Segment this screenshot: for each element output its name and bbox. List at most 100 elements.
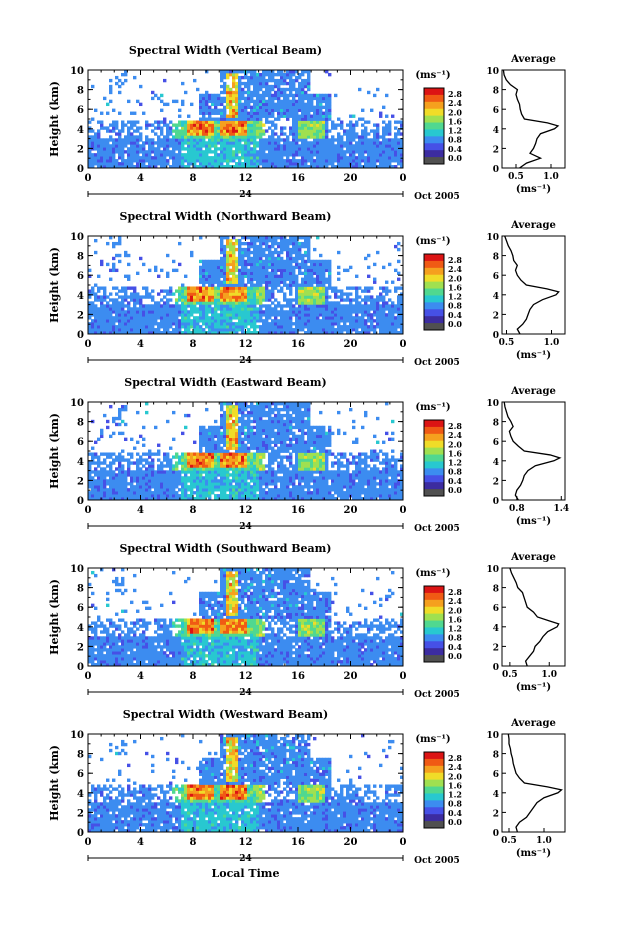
heatmap-cell xyxy=(229,135,233,139)
heatmap-cell xyxy=(313,144,317,148)
heatmap-cell xyxy=(145,120,149,124)
heatmap-cell xyxy=(199,162,203,166)
heatmap-cell xyxy=(337,153,341,157)
heatmap-cell xyxy=(370,147,374,151)
heatmap-cell xyxy=(322,328,326,332)
heatmap-cell xyxy=(205,259,209,264)
heatmap-cell xyxy=(280,259,284,264)
heatmap-cell xyxy=(172,292,176,296)
heatmap-cell xyxy=(109,84,113,89)
heatmap-cell xyxy=(358,87,362,92)
heatmap-cell xyxy=(160,313,164,317)
heatmap-cell xyxy=(382,298,386,302)
heatmap-cell xyxy=(313,295,317,299)
heatmap-cell xyxy=(94,319,98,323)
heatmap-cell xyxy=(106,488,110,492)
heatmap-cell xyxy=(283,271,287,276)
heatmap-cell xyxy=(256,277,260,281)
x-tick-label: 20 xyxy=(344,173,358,184)
heatmap-cell xyxy=(280,147,284,151)
heatmap-cell xyxy=(355,298,359,302)
colorbar-swatch xyxy=(424,129,444,137)
heatmap-cell xyxy=(373,129,377,133)
heatmap-cell xyxy=(118,497,122,501)
heatmap-cell xyxy=(289,307,293,311)
heatmap-cell xyxy=(166,458,170,462)
heatmap-cell xyxy=(295,310,299,314)
heatmap-cell xyxy=(280,265,284,270)
heatmap-cell xyxy=(340,310,344,314)
heatmap-cell xyxy=(250,244,254,249)
heatmap-cell xyxy=(298,153,302,157)
heatmap-cell xyxy=(184,455,188,459)
heatmap-cell xyxy=(127,467,131,471)
heatmap-cell xyxy=(307,129,311,133)
heatmap-cell xyxy=(121,298,125,302)
heatmap-cell xyxy=(142,304,146,308)
heatmap-cell xyxy=(304,129,308,133)
heatmap-cell xyxy=(289,238,293,243)
heatmap-cell xyxy=(292,236,296,240)
heatmap-cell xyxy=(307,105,311,110)
heatmap-cell xyxy=(121,126,125,130)
heatmap-cell xyxy=(157,485,161,489)
heatmap-cell xyxy=(265,156,269,160)
heatmap-cell xyxy=(307,126,311,130)
heatmap-cell xyxy=(100,141,104,145)
heatmap-cell xyxy=(115,491,119,495)
heatmap-cell xyxy=(214,322,218,326)
heatmap-cell xyxy=(127,274,131,278)
heatmap-cell xyxy=(211,292,215,296)
heatmap-cell xyxy=(184,470,188,474)
heatmap-cell xyxy=(319,319,323,323)
heatmap-cell xyxy=(118,482,122,486)
heatmap-cell xyxy=(199,111,203,115)
heatmap-cell xyxy=(157,325,161,329)
colorbar-unit: (ms⁻¹) xyxy=(415,236,450,247)
heatmap-cell xyxy=(199,313,203,317)
heatmap-cell xyxy=(277,90,281,95)
heatmap-cell xyxy=(319,141,323,145)
heatmap-cell xyxy=(244,99,248,104)
heatmap-cell xyxy=(136,470,140,474)
heatmap-cell xyxy=(292,108,296,112)
heatmap-cell xyxy=(112,488,116,492)
heatmap-cell xyxy=(274,331,278,335)
heatmap-cell xyxy=(112,138,116,142)
heatmap-cell xyxy=(262,162,266,166)
heatmap-cell xyxy=(214,153,218,157)
heatmap-cell xyxy=(100,473,104,477)
heatmap-cell xyxy=(127,150,131,154)
heatmap-cell xyxy=(274,102,278,107)
heatmap-cell xyxy=(334,150,338,154)
heatmap-cell xyxy=(226,159,230,163)
heatmap-cell xyxy=(196,467,200,471)
heatmap-cell xyxy=(322,274,326,278)
heatmap-cell xyxy=(211,165,215,169)
heatmap-cell xyxy=(166,322,170,326)
heatmap-cell xyxy=(163,301,167,305)
heatmap-cell xyxy=(112,123,116,127)
heatmap-cell xyxy=(94,479,98,483)
heatmap-cell xyxy=(217,108,221,112)
heatmap-cell xyxy=(88,274,92,278)
heatmap-cell xyxy=(262,129,266,133)
heatmap-cell xyxy=(178,120,182,124)
heatmap-cell xyxy=(316,138,320,142)
heatmap-cell xyxy=(103,316,107,320)
heatmap-cell xyxy=(181,494,185,498)
heatmap-cell xyxy=(133,120,137,124)
heatmap-cell xyxy=(307,265,311,270)
heatmap-cell xyxy=(292,138,296,142)
heatmap-cell xyxy=(208,138,212,142)
heatmap-cell xyxy=(259,162,263,166)
heatmap-cell xyxy=(352,135,356,139)
heatmap-cell xyxy=(94,238,98,243)
heatmap-cell xyxy=(151,289,155,293)
heatmap-cell xyxy=(211,310,215,314)
heatmap-cell xyxy=(367,253,371,258)
heatmap-cell xyxy=(280,162,284,166)
heatmap-cell xyxy=(226,84,230,89)
heatmap-cell xyxy=(298,99,302,104)
heatmap-cell xyxy=(271,108,275,112)
